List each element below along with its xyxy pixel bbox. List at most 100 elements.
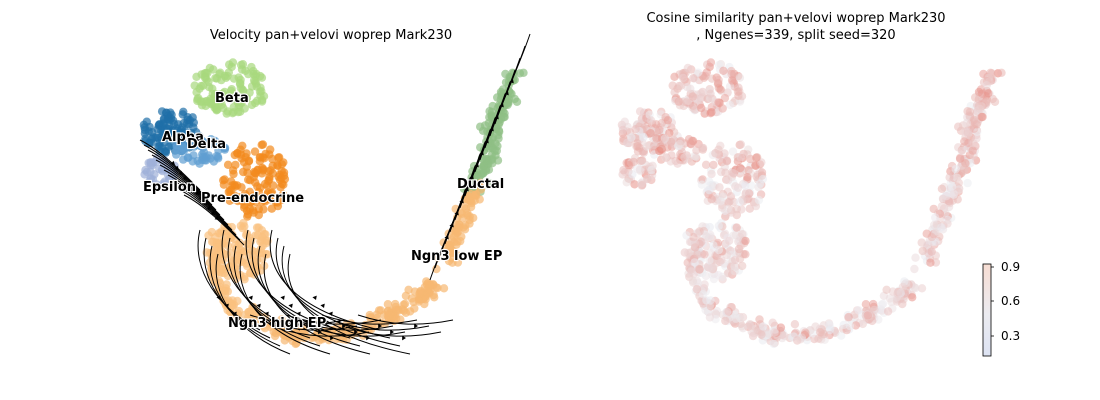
streamline-arrow	[288, 303, 293, 308]
cell-point	[228, 58, 238, 67]
cell-point	[707, 195, 716, 204]
cell-point	[494, 120, 503, 129]
cell-point	[796, 335, 805, 344]
cell-point	[734, 244, 744, 254]
cell-point	[697, 180, 707, 189]
cell-point	[693, 250, 702, 259]
cluster-label-ngn3-low-ep: Ngn3 low EP	[411, 249, 502, 264]
streamline	[159, 164, 221, 216]
streamline-arrow	[232, 311, 237, 316]
cell-point	[718, 272, 727, 281]
cell-point	[937, 202, 947, 211]
streamline-arrow	[354, 329, 358, 335]
cell-point	[439, 284, 449, 293]
cell-point	[898, 282, 908, 292]
cell-point	[420, 299, 429, 309]
cell-point	[661, 153, 670, 162]
cell-point	[168, 116, 178, 125]
cell-point	[973, 127, 982, 136]
cell-point	[770, 328, 779, 337]
cell-point	[699, 73, 709, 83]
cell-point	[383, 300, 393, 309]
cell-point	[221, 73, 231, 83]
cell-point	[620, 117, 629, 126]
cluster-label-alpha: Alpha	[162, 130, 204, 145]
cell-point	[801, 328, 810, 337]
cell-point	[256, 244, 266, 254]
cell-point	[245, 176, 255, 185]
streamline	[203, 237, 271, 339]
cell-point	[254, 223, 263, 232]
cell-point	[220, 290, 230, 299]
cell-point	[647, 165, 656, 175]
cell-point	[404, 285, 413, 294]
cell-point	[694, 68, 703, 77]
cell-point	[861, 300, 871, 309]
cell-point	[947, 182, 957, 191]
cluster-label-delta: Delta	[187, 137, 226, 152]
cell-point	[231, 241, 240, 250]
cell-point	[682, 231, 691, 240]
cell-point	[985, 77, 994, 86]
cell-point	[141, 165, 150, 175]
cell-point	[240, 104, 249, 113]
streamline	[309, 326, 406, 337]
cell-point	[500, 112, 509, 122]
cell-point	[449, 247, 458, 256]
cell-point	[697, 103, 706, 113]
cell-point	[452, 220, 461, 230]
cell-point	[216, 68, 225, 77]
cell-point	[243, 316, 252, 326]
cell-point	[714, 145, 723, 154]
cell-point	[736, 153, 745, 162]
cell-point	[676, 81, 686, 90]
cell-point	[688, 92, 697, 101]
cell-point	[211, 232, 220, 242]
cell-point	[702, 232, 711, 241]
cell-point	[254, 204, 263, 214]
cell-point	[963, 178, 972, 188]
cosine-panel: Cosine similarity pan+velovi woprep Mark…	[617, 11, 1006, 349]
cell-point	[172, 140, 181, 150]
cell-point	[250, 169, 260, 178]
cell-point	[754, 195, 764, 205]
cell-point	[241, 66, 250, 76]
cell-point	[688, 276, 698, 285]
streamline	[239, 253, 331, 355]
cell-point	[245, 204, 254, 214]
cell-point	[493, 93, 502, 102]
streamline-arrow	[330, 335, 334, 341]
cell-point	[729, 231, 738, 240]
cell-point	[984, 89, 993, 98]
cell-point	[723, 204, 732, 214]
cell-point	[636, 166, 645, 176]
cell-point	[746, 181, 756, 190]
streamline-arrow	[240, 319, 245, 324]
cell-point	[725, 100, 735, 110]
cell-point	[248, 192, 258, 201]
cell-point	[825, 325, 834, 335]
cell-point	[366, 312, 375, 322]
cell-point	[229, 169, 238, 179]
cell-point	[476, 178, 485, 187]
streamline	[155, 159, 217, 211]
cell-point	[182, 134, 192, 143]
cell-point	[268, 181, 278, 190]
cell-point	[490, 146, 499, 155]
cosine-cells	[617, 58, 1006, 349]
cell-point	[747, 327, 756, 336]
streamline-arrow	[272, 319, 277, 324]
streamline	[263, 253, 371, 355]
cell-point	[960, 164, 969, 173]
cell-point	[146, 161, 155, 170]
cell-point	[276, 195, 286, 205]
cell-point	[240, 272, 249, 281]
cell-point	[236, 98, 245, 107]
cell-point	[738, 261, 747, 271]
cell-point	[888, 287, 898, 296]
cell-point	[707, 108, 716, 117]
cell-point	[700, 250, 709, 259]
cell-point	[927, 247, 936, 256]
cell-point	[214, 146, 223, 155]
